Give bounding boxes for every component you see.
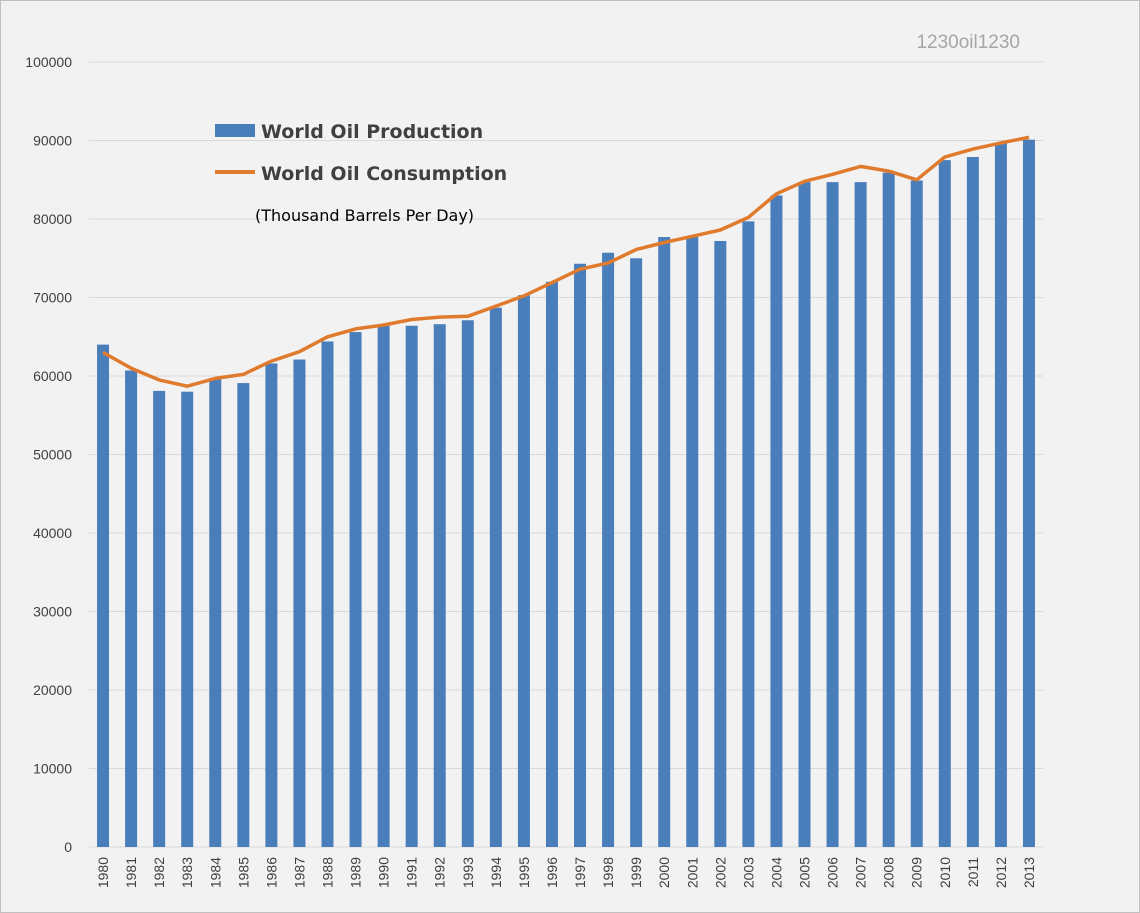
x-tick-label: 2012 <box>993 857 1009 888</box>
x-tick-label: 1991 <box>404 857 420 888</box>
x-tick-label: 2009 <box>909 857 925 888</box>
x-tick-label: 2004 <box>768 857 784 888</box>
x-tick-label: 2005 <box>797 857 813 888</box>
x-tick-label: 2013 <box>1021 857 1037 888</box>
y-tick-label: 80000 <box>33 211 72 227</box>
x-tick-label: 1981 <box>123 857 139 888</box>
production-bar <box>153 390 166 847</box>
x-tick-label: 2008 <box>881 857 897 888</box>
production-bar <box>489 307 502 848</box>
production-bar <box>1022 139 1035 848</box>
x-tick-label: 1995 <box>516 857 532 888</box>
production-bar <box>574 263 587 847</box>
y-tick-label: 60000 <box>33 368 72 384</box>
production-bar <box>97 344 110 847</box>
legend: World Oil Production World Oil Consumpti… <box>215 121 507 225</box>
legend-production-swatch <box>215 124 255 137</box>
production-bar <box>237 383 250 847</box>
x-tick-label: 2000 <box>656 857 672 888</box>
x-tick-label: 1984 <box>207 857 223 888</box>
production-bar <box>742 221 755 848</box>
y-tick-label: 10000 <box>33 761 72 777</box>
production-bar <box>714 240 727 848</box>
production-bar <box>265 363 278 847</box>
production-bars <box>97 139 1035 848</box>
y-tick-label: 50000 <box>33 447 72 463</box>
production-bar <box>377 325 390 847</box>
x-tick-label: 1994 <box>488 857 504 888</box>
x-tick-label: 1990 <box>376 857 392 888</box>
x-tick-label: 2011 <box>965 857 981 887</box>
production-bar <box>854 182 867 848</box>
x-tick-label: 1993 <box>460 857 476 888</box>
consumption-line-group <box>102 135 1030 388</box>
production-bar <box>686 237 699 847</box>
x-tick-label: 1986 <box>263 857 279 888</box>
production-bar <box>658 237 671 847</box>
production-bar <box>321 341 334 847</box>
y-tick-label: 0 <box>64 839 72 855</box>
production-bar <box>181 391 194 847</box>
production-bar <box>125 370 138 847</box>
units-note: (Thousand Barrels Per Day) <box>255 206 474 225</box>
x-tick-label: 2001 <box>684 857 700 888</box>
production-bar <box>602 252 615 847</box>
x-tick-label: 2007 <box>853 857 869 888</box>
x-tick-label: 1988 <box>320 857 336 888</box>
production-bar <box>882 172 895 847</box>
x-tick-label: 1989 <box>348 857 364 888</box>
production-bar <box>966 156 979 848</box>
y-tick-label: 40000 <box>33 525 72 541</box>
y-tick-label: 100000 <box>25 54 72 70</box>
y-tick-label: 70000 <box>33 290 72 306</box>
x-tick-label: 1982 <box>151 857 167 888</box>
x-tick-label: 1987 <box>291 857 307 888</box>
production-bar <box>349 332 362 847</box>
y-tick-label: 20000 <box>33 682 72 698</box>
y-axis-ticks: 0 10000 20000 30000 40000 50000 60000 70000 8000… <box>25 54 72 855</box>
x-tick-label: 1992 <box>432 857 448 888</box>
watermark: 1230oil1230 <box>916 32 1020 53</box>
x-tick-label: 2003 <box>740 857 756 888</box>
production-bar <box>461 320 474 847</box>
production-bar <box>826 182 839 848</box>
production-bar <box>433 324 446 847</box>
y-tick-label: 90000 <box>33 133 72 149</box>
production-bar <box>910 180 923 847</box>
x-tick-label: 1999 <box>628 857 644 888</box>
x-tick-label: 2006 <box>825 857 841 888</box>
production-bar <box>517 295 530 847</box>
production-bar <box>630 258 643 847</box>
x-tick-label: 1998 <box>600 857 616 888</box>
production-bar <box>798 182 811 848</box>
production-bar <box>405 325 418 847</box>
x-tick-label: 1996 <box>544 857 560 888</box>
production-bar <box>994 142 1007 848</box>
x-tick-label: 1997 <box>572 857 588 888</box>
y-tick-label: 30000 <box>33 604 72 620</box>
consumption-line <box>102 135 1030 388</box>
production-bar <box>293 359 306 847</box>
x-tick-label: 1985 <box>235 857 251 888</box>
production-bar <box>770 195 783 847</box>
x-tick-label: 1983 <box>179 857 195 888</box>
legend-consumption-label: World Oil Consumption <box>261 163 507 185</box>
production-bar <box>209 378 222 847</box>
gridlines <box>89 61 1043 848</box>
production-bar <box>938 160 951 847</box>
x-tick-label: 2002 <box>712 857 728 888</box>
legend-production-label: World Oil Production <box>261 121 483 143</box>
production-bar <box>545 281 558 847</box>
x-axis-ticks: 1980 1981 1982 1983 1984 1985 1986 1987 1988 1989… <box>95 857 1037 888</box>
x-tick-label: 1980 <box>95 857 111 888</box>
x-tick-label: 2010 <box>937 857 953 888</box>
